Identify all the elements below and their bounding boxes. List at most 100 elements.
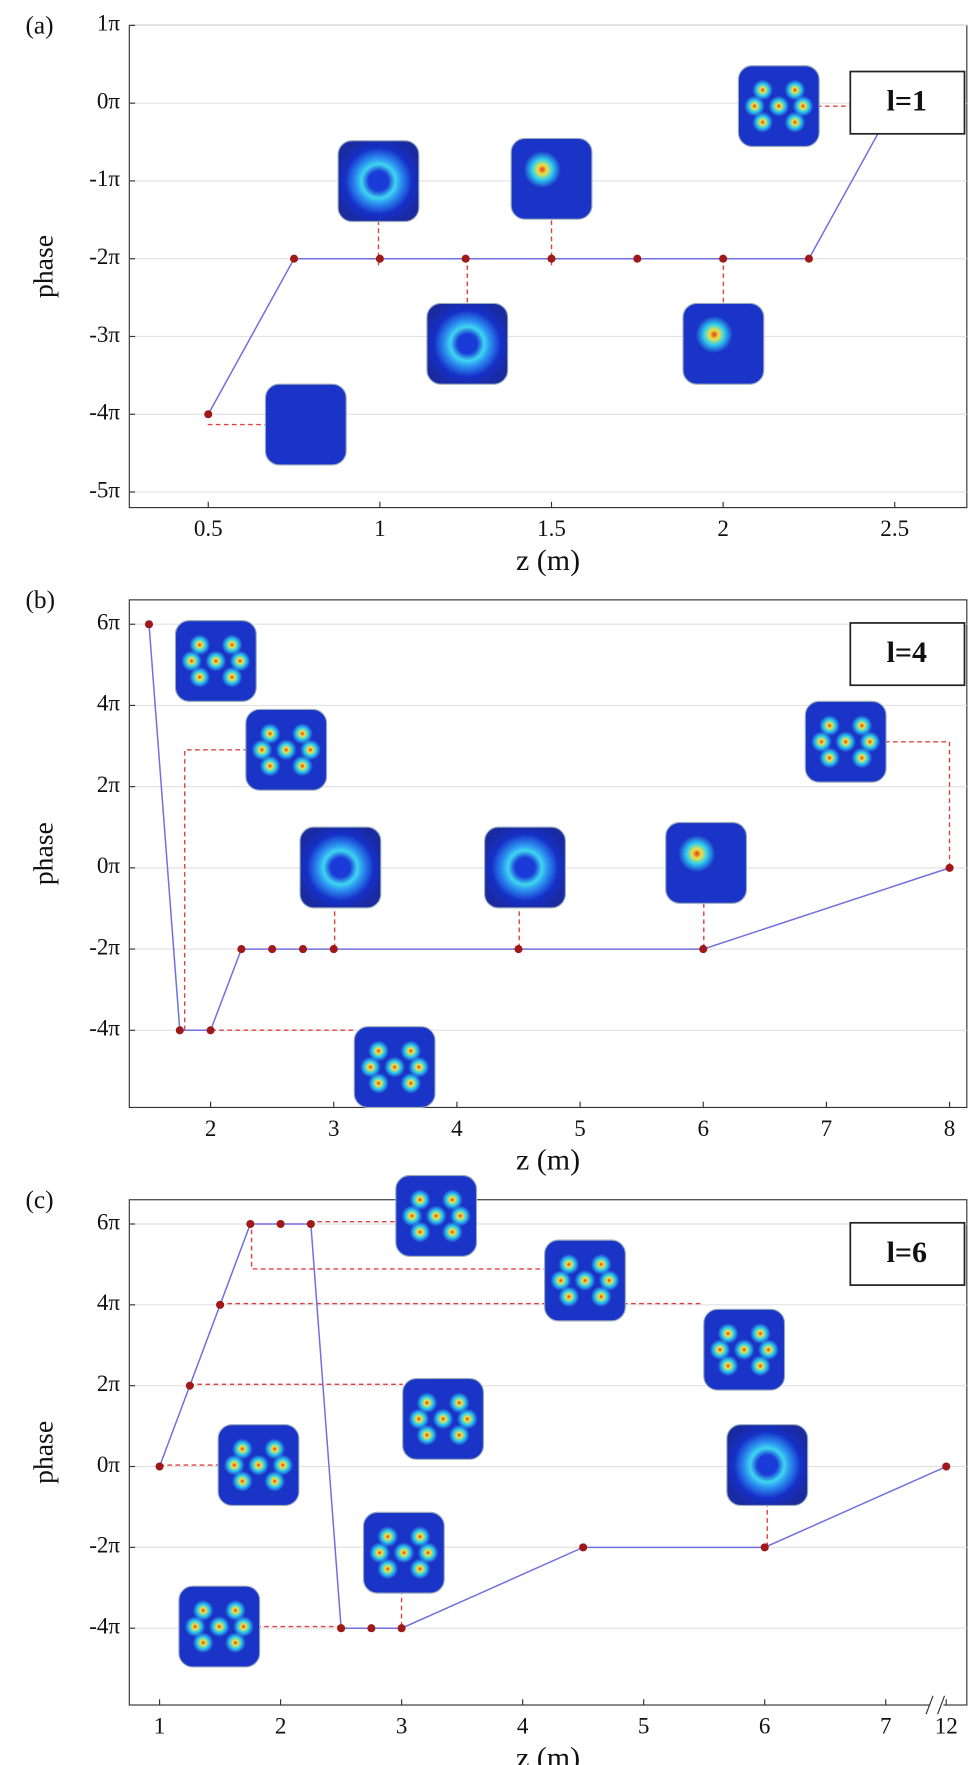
inset-spot — [835, 731, 857, 753]
point — [206, 1026, 215, 1035]
x-axis-label: z (m) — [516, 1741, 580, 1765]
point — [699, 945, 708, 954]
connector — [886, 741, 951, 868]
x-tick-label: 8 — [944, 1115, 956, 1141]
annotation: l=6 — [887, 1236, 927, 1269]
x-tick-label: 4 — [451, 1115, 463, 1141]
inset-spot — [558, 1286, 580, 1308]
y-tick-label: 2π — [97, 771, 121, 797]
inset-spot — [229, 650, 251, 672]
inset-spot — [205, 650, 227, 672]
x-tick-label: 1 — [154, 1712, 166, 1738]
inset-spot — [409, 1526, 431, 1547]
inset-frame — [264, 383, 347, 466]
inset-frame — [484, 826, 566, 909]
plot-frame — [128, 1199, 968, 1706]
inset-spot — [409, 1558, 431, 1580]
inset-spot — [409, 1221, 431, 1243]
inset-spot — [598, 1270, 620, 1291]
y-tick-label: 2π — [97, 1370, 121, 1396]
inset-spot — [416, 1392, 438, 1414]
inset-spot — [456, 1408, 478, 1430]
inset-image — [217, 1424, 300, 1507]
inset-spot — [758, 1339, 779, 1361]
inset-spot — [417, 1542, 439, 1564]
inset-spot — [384, 1056, 406, 1078]
inset-spot — [264, 1438, 286, 1460]
y-tick-label: -4π — [89, 1015, 120, 1041]
point — [175, 1026, 184, 1035]
inset-spot — [695, 316, 733, 353]
inset-frame — [726, 1424, 809, 1507]
x-tick-label: 3 — [396, 1712, 408, 1738]
point — [290, 254, 299, 263]
inset-image — [264, 383, 347, 466]
inset-spot — [225, 1632, 246, 1654]
point — [246, 1219, 255, 1229]
panel-label: (c) — [25, 1186, 53, 1214]
annotation-box — [849, 70, 966, 135]
y-tick-label: -4π — [89, 1613, 120, 1639]
x-axis-label: z (m) — [516, 544, 580, 577]
point — [547, 254, 556, 263]
inset-spot — [590, 1286, 612, 1308]
inset-image — [726, 1424, 809, 1507]
inset-spot — [272, 1454, 294, 1476]
point — [268, 945, 277, 954]
inset-image — [804, 700, 887, 783]
point — [461, 254, 470, 263]
inset-spot — [259, 723, 281, 745]
inset-spot — [221, 634, 243, 656]
inset-spot — [408, 1056, 430, 1078]
panel-label: (a) — [25, 12, 53, 40]
inset-spot — [811, 731, 832, 753]
x-tick-label: 7 — [880, 1712, 892, 1738]
inset-spot — [784, 111, 806, 133]
x-tick-label: 2 — [275, 1712, 287, 1738]
inset-image — [544, 1239, 626, 1322]
y-tick-label: -1π — [89, 165, 120, 191]
inset-spot — [181, 650, 202, 672]
plot-frame — [128, 599, 968, 1109]
inset-image — [682, 302, 765, 385]
axis-break — [937, 1695, 946, 1715]
y-tick-label: 6π — [97, 609, 121, 635]
point — [942, 1462, 951, 1471]
inset-spot — [189, 666, 211, 688]
inset-spot — [393, 1542, 415, 1564]
y-tick-label: 4π — [97, 690, 121, 716]
inset-spot — [558, 1253, 580, 1275]
inset-spot — [192, 1632, 214, 1654]
annotation: l=4 — [887, 636, 927, 669]
inset-spot — [369, 1542, 391, 1564]
inset-image — [174, 620, 257, 702]
inset-frame — [337, 140, 420, 223]
x-tick-label: 2 — [717, 515, 729, 541]
point — [276, 1219, 285, 1229]
annotation: l=1 — [887, 85, 927, 118]
inset-spot — [377, 1526, 399, 1547]
inset-spot — [425, 1205, 447, 1227]
inset-spot — [752, 111, 774, 133]
x-tick-label: 6 — [759, 1712, 771, 1738]
y-tick-label: -5π — [89, 476, 120, 502]
inset-spot — [819, 747, 840, 769]
x-tick-label: 5 — [574, 1115, 586, 1141]
point — [204, 410, 213, 419]
inset-spot — [448, 1424, 470, 1446]
inset-spot — [709, 1339, 731, 1361]
inset-spot — [550, 1270, 572, 1291]
inset-spot — [574, 1270, 596, 1291]
inset-spot — [231, 1470, 253, 1492]
point — [329, 945, 338, 954]
y-tick-label: 1π — [97, 10, 121, 36]
inset-spot — [291, 723, 313, 745]
inset-spot — [259, 755, 281, 777]
inset-spot — [184, 1616, 206, 1637]
inset-spot — [678, 835, 716, 873]
point — [216, 1300, 225, 1309]
x-tick-label: 0.5 — [194, 515, 223, 541]
inset-spot — [221, 666, 243, 688]
point — [397, 1624, 406, 1633]
